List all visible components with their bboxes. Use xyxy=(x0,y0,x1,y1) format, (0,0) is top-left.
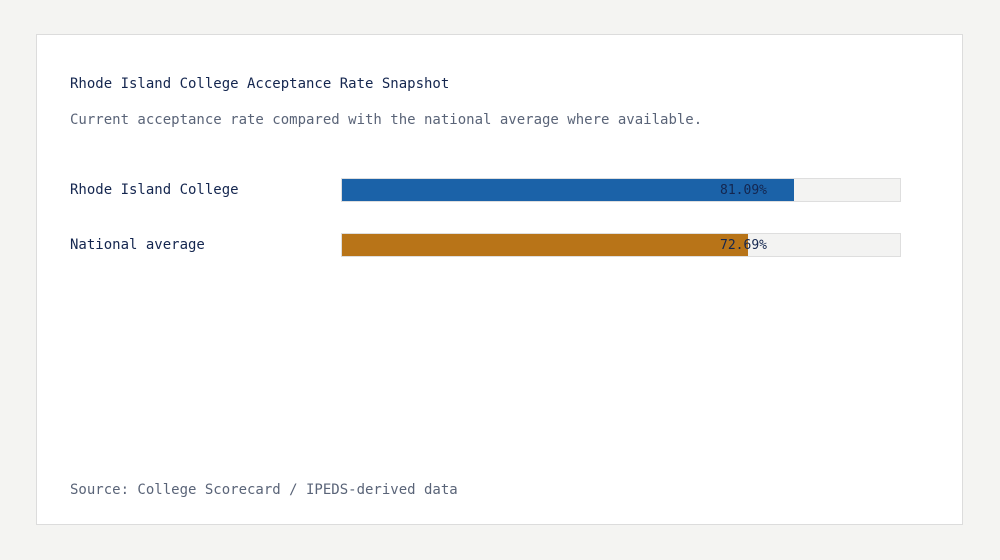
bar-category-label: National average xyxy=(70,237,205,253)
bar-row: Rhode Island College 81.09% xyxy=(70,178,902,204)
bar-value-label: 72.69% xyxy=(720,238,767,253)
bar-rows: Rhode Island College 81.09% National avera… xyxy=(37,35,962,524)
chart-subtitle: Current acceptance rate compared with th… xyxy=(70,112,703,128)
bar-track: 72.69% xyxy=(341,233,901,257)
chart-card: Rhode Island College Acceptance Rate Sna… xyxy=(36,34,963,525)
bar-fill xyxy=(342,234,748,256)
bar-row: National average 72.69% xyxy=(70,233,902,259)
source-note: Source: College Scorecard / IPEDS-derive… xyxy=(70,482,458,498)
bar-track: 81.09% xyxy=(341,178,901,202)
chart-title: Rhode Island College Acceptance Rate Sna… xyxy=(70,76,450,92)
bar-fill xyxy=(342,179,795,201)
bar-category-label: Rhode Island College xyxy=(70,182,239,198)
bar-value-label: 81.09% xyxy=(720,183,767,198)
